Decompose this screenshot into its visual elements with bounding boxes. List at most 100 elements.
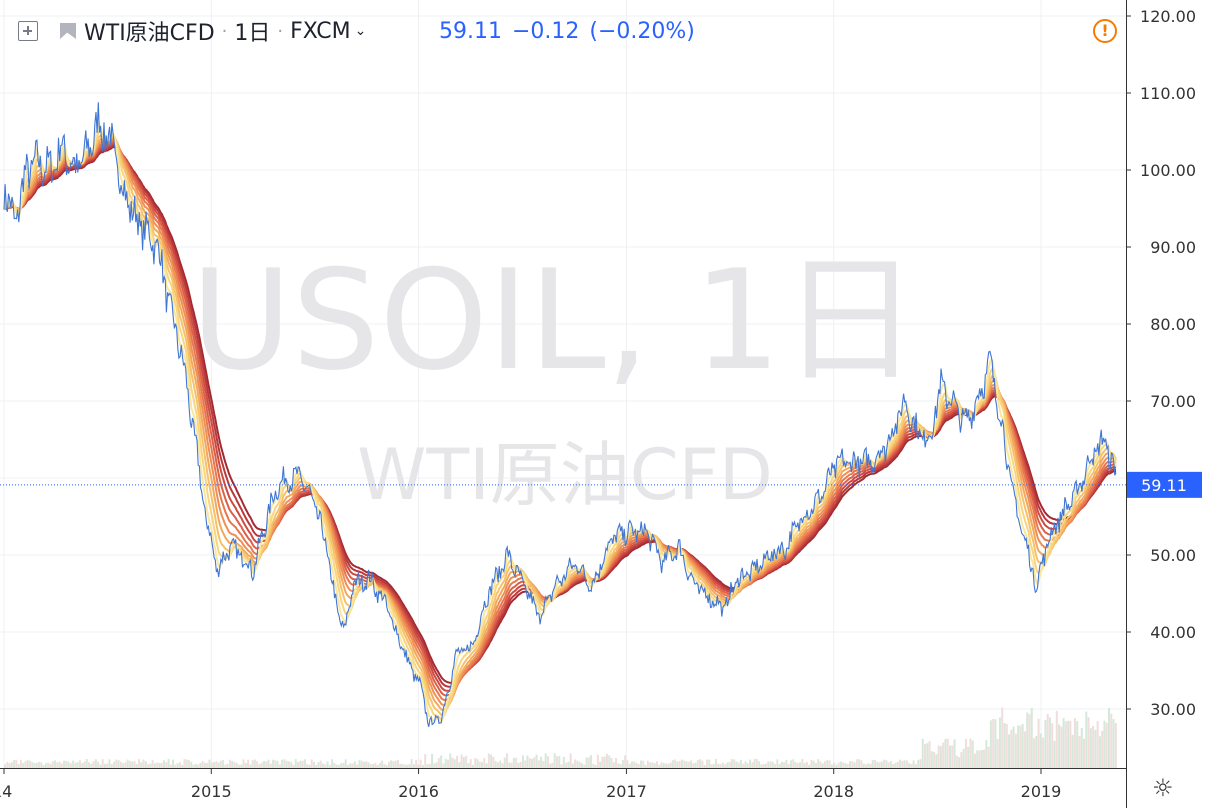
- volume-bar: [764, 763, 767, 768]
- volume-bar: [735, 761, 738, 768]
- volume-bar: [331, 759, 334, 768]
- volume-bar: [449, 753, 452, 768]
- volume-bar: [576, 760, 579, 768]
- volume-bar: [751, 762, 754, 768]
- symbol-name[interactable]: WTI原油CFD: [84, 21, 215, 46]
- volume-bar: [989, 720, 992, 768]
- last-price-label: 59.11: [1141, 476, 1187, 495]
- y-axis[interactable]: 30.0040.0050.0060.0070.0080.0090.00100.0…: [1126, 0, 1210, 808]
- ma-line-50: [3, 137, 1117, 706]
- volume-bar: [1105, 722, 1108, 768]
- volume-bar: [322, 763, 325, 768]
- volume-bar: [998, 717, 1001, 768]
- volume-bar: [892, 764, 895, 768]
- symbol-header[interactable]: WTI原油CFD · 1日 · FXCM ⌄: [84, 14, 366, 48]
- volume-bar: [35, 762, 38, 768]
- exchange-label[interactable]: FXCM: [290, 18, 351, 44]
- volume-bar: [769, 761, 772, 768]
- volume-bar: [17, 764, 20, 768]
- volume-bar: [719, 764, 722, 768]
- volume-bar: [88, 762, 91, 768]
- volume-bar: [951, 745, 954, 768]
- volume-bar: [24, 761, 27, 768]
- volume-bar: [31, 762, 34, 768]
- volume-bar: [40, 762, 43, 768]
- volume-bar: [437, 758, 440, 768]
- volume-bar: [83, 761, 86, 768]
- volume-bar: [310, 759, 313, 768]
- volume-bar: [1023, 731, 1026, 768]
- volume-bar: [730, 759, 733, 768]
- chevron-down-icon[interactable]: ⌄: [354, 23, 367, 39]
- volume-bar: [312, 761, 315, 768]
- volume-bar: [592, 763, 595, 768]
- volume-bar: [406, 764, 409, 768]
- volume-bar: [53, 760, 56, 768]
- volume-bar: [737, 762, 740, 768]
- volume-bar: [703, 764, 706, 768]
- x-tick-label: 2017: [606, 782, 647, 801]
- volume-bar: [476, 759, 479, 768]
- volume-bar: [583, 764, 586, 768]
- volume-bar: [699, 759, 702, 768]
- volume-bar: [342, 762, 345, 768]
- volume-bar: [599, 761, 602, 768]
- volume-bar: [526, 755, 529, 768]
- volume-bar: [151, 760, 154, 768]
- volume-bar: [842, 762, 845, 768]
- volume-bar: [1037, 718, 1040, 768]
- volume-bar: [374, 762, 377, 768]
- volume-bar: [826, 760, 829, 768]
- volume-bar: [431, 753, 434, 768]
- separator-dot: ·: [221, 20, 228, 42]
- volume-bar: [126, 759, 129, 768]
- volume-bar: [453, 759, 456, 768]
- volume-bar: [1098, 736, 1101, 768]
- volume-bar: [646, 760, 649, 768]
- volume-bar: [85, 759, 88, 768]
- volume-bar: [1087, 717, 1090, 768]
- volume-bar: [896, 761, 899, 768]
- volume-bar: [669, 762, 672, 768]
- volume-bar: [135, 763, 138, 768]
- volume-bar: [980, 750, 983, 768]
- volume-bar: [51, 761, 54, 768]
- volume-bar: [247, 759, 250, 768]
- x-axis[interactable]: 2014 2015 2016 2017 2018 2019: [0, 768, 1126, 808]
- volume-bar: [435, 762, 438, 768]
- volume-bar: [665, 763, 668, 768]
- volume-bar: [174, 764, 177, 768]
- alert-circle-icon[interactable]: !: [1093, 19, 1117, 43]
- volume-bar: [692, 763, 695, 768]
- volume-bar: [319, 760, 322, 768]
- volume-bar: [853, 762, 856, 768]
- x-tick-label: 2014: [0, 782, 12, 801]
- volume-bar: [676, 761, 679, 768]
- volume-bar: [574, 759, 577, 768]
- volume-bar: [753, 759, 756, 768]
- volume-bar: [976, 750, 979, 768]
- gear-icon[interactable]: ☼: [1152, 774, 1174, 802]
- volume-bar: [844, 763, 847, 768]
- volume-bar: [156, 762, 159, 768]
- ma-line-30: [3, 134, 1117, 716]
- volume-bar: [987, 746, 990, 768]
- volume-bar: [971, 740, 974, 768]
- volume-bar: [415, 760, 418, 768]
- interval-label[interactable]: 1日: [234, 21, 271, 46]
- volume-bar: [637, 763, 640, 768]
- volume-bar: [1067, 720, 1070, 768]
- volume-bar: [658, 764, 661, 768]
- volume-bar: [785, 759, 788, 768]
- volume-bar: [42, 764, 45, 768]
- volume-bar: [680, 759, 683, 768]
- volume-bar: [242, 759, 245, 768]
- volume-bar: [183, 759, 186, 768]
- volume-bars: [4, 707, 1117, 768]
- volume-bar: [335, 764, 338, 768]
- volume-bar: [15, 760, 18, 768]
- ma-line-90: [3, 144, 1117, 688]
- volume-bar: [233, 762, 236, 768]
- plus-square-icon[interactable]: [18, 21, 38, 41]
